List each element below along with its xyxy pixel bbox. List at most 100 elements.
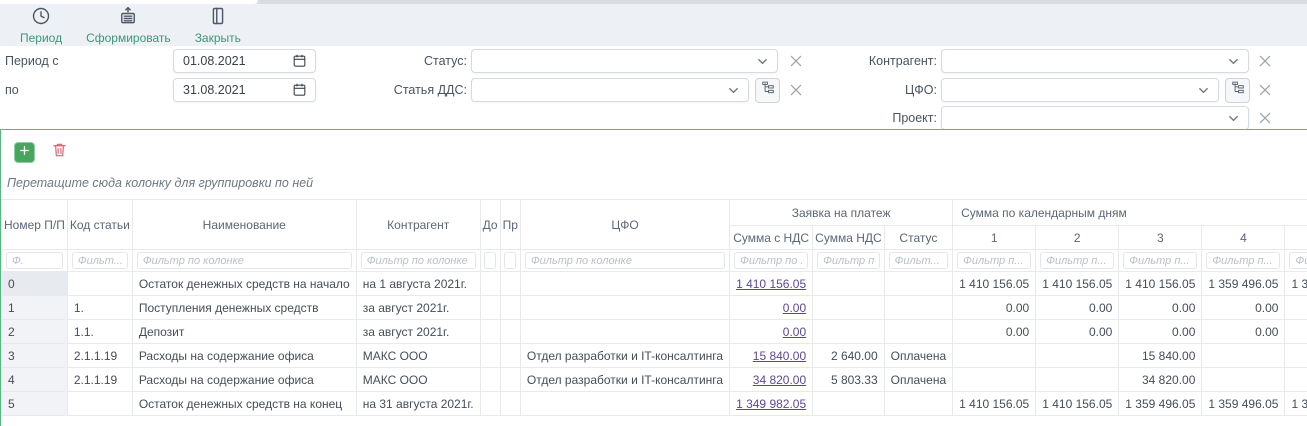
generate-button[interactable]: Сформировать: [74, 4, 183, 47]
cell-cfo: [519, 391, 731, 416]
dds-article-clear-icon[interactable]: [788, 82, 804, 98]
col-header-name[interactable]: Наименование: [131, 199, 357, 250]
cfo-tree-select-button[interactable]: [1225, 78, 1250, 103]
table-row[interactable]: 0 Остаток денежных средств на начало на 1 …: [1, 271, 1307, 296]
cell-dog: [479, 343, 501, 368]
table-row[interactable]: 4 2.1.1.19 Расходы на содержание офиса МАКС…: [1, 367, 1307, 392]
cell-cfo: [519, 295, 731, 320]
col-header-num[interactable]: Номер П/П: [1, 199, 68, 250]
cell-code: 2.1.1.19: [66, 343, 133, 368]
cell-status: [883, 271, 954, 296]
cell-name: Расходы на содержание офиса: [131, 343, 357, 368]
cell-d2: 0.00: [1035, 295, 1120, 320]
filter-input-d4[interactable]: [1206, 252, 1281, 269]
status-dropdown[interactable]: [471, 49, 778, 73]
chevron-down-icon: [1226, 54, 1241, 69]
col-header-code[interactable]: Код статьи: [66, 199, 133, 250]
col-header-d5[interactable]: 5: [1284, 225, 1307, 250]
sum-with-vat-link[interactable]: 0.00: [782, 300, 807, 315]
filter-input-code[interactable]: [71, 252, 128, 269]
plus-icon: [18, 144, 31, 162]
period-to-input[interactable]: [173, 78, 316, 102]
project-dropdown[interactable]: [941, 106, 1249, 130]
generate-button-label: Сформировать: [86, 30, 171, 45]
counterparty-label: Контрагент:: [868, 54, 937, 68]
cell-name: Расходы на содержание офиса: [131, 367, 357, 392]
filter-input-d3[interactable]: [1123, 252, 1198, 269]
col-header-sum_vat[interactable]: Сумма с НДС: [729, 225, 814, 250]
group-header-days: Сумма по календарным дням: [952, 199, 1307, 226]
dds-article-dropdown[interactable]: [471, 78, 749, 102]
filter-input-num[interactable]: [6, 252, 63, 269]
filter-cell: [1118, 249, 1203, 272]
door-exit-icon: [208, 6, 228, 31]
col-header-pr[interactable]: Пр: [499, 199, 521, 250]
filter-cell: [1035, 249, 1120, 272]
col-header-d2[interactable]: 2: [1035, 225, 1120, 250]
cell-num: 3: [1, 343, 68, 368]
table-row[interactable]: 2 1.1. Депозит за август 2021г. 0.00 0.00 0.00…: [1, 319, 1307, 344]
sum-with-vat-link[interactable]: 1 410 156.05: [736, 276, 807, 291]
add-row-button[interactable]: [14, 142, 35, 163]
cell-num: 1: [1, 295, 68, 320]
close-button[interactable]: Закрыть: [183, 4, 253, 47]
col-header-cfo[interactable]: ЦФО: [519, 199, 731, 250]
col-header-counterparty[interactable]: Контрагент: [355, 199, 481, 250]
cell-pr: [499, 295, 521, 320]
table-row[interactable]: 5 Остаток денежных средств на конец на 31 …: [1, 391, 1307, 416]
cell-d5: 1 359 496.05: [1284, 391, 1307, 416]
filter-input-status[interactable]: [888, 252, 949, 269]
col-header-status[interactable]: Статус: [883, 225, 954, 250]
cell-counterparty: на 31 августа 2021г.: [355, 391, 481, 416]
table-row[interactable]: 1 1. Поступления денежных средств за август…: [1, 295, 1307, 320]
filter-input-counterparty[interactable]: [360, 252, 476, 269]
filter-input-dog[interactable]: [484, 252, 497, 269]
col-header-d4[interactable]: 4: [1201, 225, 1286, 250]
filter-input-pr[interactable]: [504, 252, 517, 269]
sum-with-vat-link[interactable]: 15 840.00: [752, 348, 807, 363]
group-by-hint[interactable]: Перетащите сюда колонку для группировки …: [7, 176, 314, 190]
cell-d5: [1284, 367, 1307, 392]
clock-icon: [31, 6, 51, 31]
filter-input-vat[interactable]: [817, 252, 880, 269]
filter-input-d2[interactable]: [1040, 252, 1115, 269]
filter-input-sum_vat[interactable]: [734, 252, 809, 269]
cell-status: [883, 295, 954, 320]
cell-num: 0: [1, 271, 68, 296]
filter-cell: [1201, 249, 1286, 272]
calendar-icon[interactable]: [292, 82, 307, 97]
active-tab-remnant: [0, 0, 258, 4]
calendar-icon[interactable]: [292, 53, 307, 68]
col-header-dog[interactable]: До: [479, 199, 501, 250]
col-header-d1[interactable]: 1: [952, 225, 1037, 250]
period-from-input[interactable]: [173, 49, 316, 73]
cell-d4: [1201, 367, 1286, 392]
filter-input-d1[interactable]: [957, 252, 1032, 269]
cfo-clear-icon[interactable]: [1257, 82, 1273, 98]
delete-row-button[interactable]: [48, 141, 70, 163]
sum-with-vat-link[interactable]: 1 349 982.05: [736, 396, 807, 411]
sum-with-vat-link[interactable]: 34 820.00: [752, 372, 807, 387]
project-clear-icon[interactable]: [1257, 110, 1273, 126]
cell-pr: [499, 319, 521, 344]
filter-input-d5[interactable]: [1289, 252, 1307, 269]
col-header-vat[interactable]: Сумма НДС: [812, 225, 885, 250]
filter-input-cfo[interactable]: [524, 252, 726, 269]
period-button[interactable]: Период: [8, 4, 74, 47]
counterparty-clear-icon[interactable]: [1257, 53, 1273, 69]
cell-dog: [479, 271, 501, 296]
col-header-d3[interactable]: 3: [1118, 225, 1203, 250]
cfo-dropdown[interactable]: [941, 78, 1219, 102]
sum-with-vat-link[interactable]: 0.00: [782, 324, 807, 339]
chevron-down-icon: [1226, 111, 1241, 126]
status-clear-icon[interactable]: [788, 53, 804, 69]
counterparty-dropdown[interactable]: [941, 49, 1249, 73]
filter-cell: [66, 249, 133, 272]
cell-d4: 1 359 496.05: [1201, 391, 1286, 416]
cell-counterparty: МАКС ООО: [355, 343, 481, 368]
table-row[interactable]: 3 2.1.1.19 Расходы на содержание офиса МАКС…: [1, 343, 1307, 368]
cell-num: 5: [1, 391, 68, 416]
dds-article-tree-select-button[interactable]: [755, 78, 780, 103]
filter-input-name[interactable]: [136, 252, 352, 269]
cell-pr: [499, 367, 521, 392]
